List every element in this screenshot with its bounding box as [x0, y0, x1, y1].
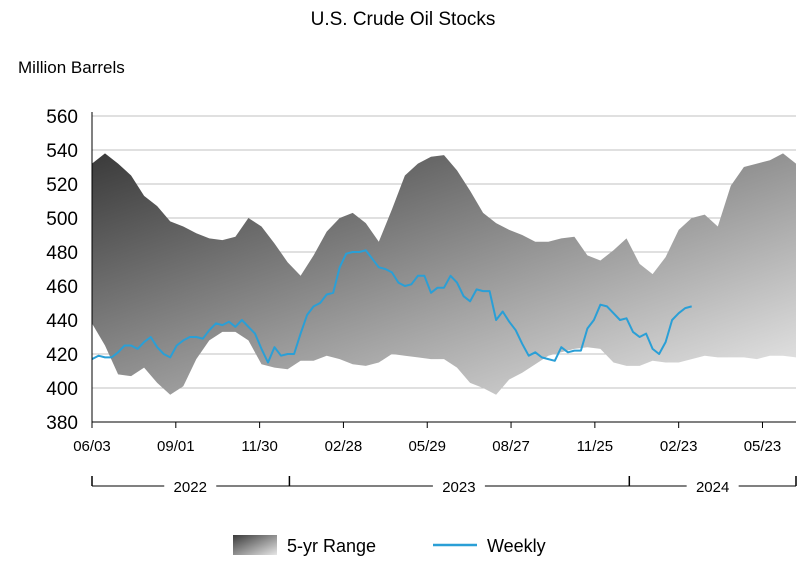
- x-tick-label-05-29: 05/29: [408, 438, 446, 455]
- year-label-2023: 2023: [442, 479, 475, 496]
- legend-range-label: 5-yr Range: [287, 536, 376, 556]
- year-label-bg-2023: [432, 476, 485, 496]
- y-tick-label-500: 500: [46, 209, 78, 230]
- y-axis-unit-label: Million Barrels: [18, 58, 125, 77]
- y-tick-label-520: 520: [46, 175, 78, 196]
- x-tick-label-11-30: 11/30: [241, 438, 277, 455]
- x-tick-label-06-03: 06/03: [73, 438, 111, 455]
- x-tick-label-02-23: 02/23: [660, 438, 698, 455]
- year-label-2022: 2022: [174, 479, 207, 496]
- legend-item-range: 5-yr Range: [233, 535, 376, 556]
- y-tick-label-440: 440: [46, 311, 78, 332]
- legend-item-weekly: Weekly: [433, 536, 546, 556]
- year-label-bg-2022: [164, 476, 217, 496]
- x-axis-ticks: 06/03 09/01 11/30 02/28 05/29 08/27 11/25 02/23…: [73, 422, 781, 455]
- y-tick-label-460: 460: [46, 277, 78, 298]
- legend: 5-yr Range Weekly: [233, 535, 546, 556]
- five-year-range-area: [92, 153, 796, 395]
- y-tick-label-400: 400: [46, 379, 78, 400]
- x-tick-label-08-27: 08/27: [492, 438, 530, 455]
- weekly-series-line: [91, 249, 692, 364]
- x-tick-label-02-28: 02/28: [325, 438, 363, 455]
- y-tick-label-420: 420: [46, 345, 78, 366]
- x-tick-label-05-23: 05/23: [744, 438, 782, 455]
- y-tick-label-380: 380: [46, 413, 78, 434]
- year-axis: 2022 2023 2024: [91, 476, 797, 496]
- x-tick-label-09-01: 09/01: [157, 438, 195, 455]
- y-tick-label-480: 480: [46, 243, 78, 264]
- year-label-2024: 2024: [696, 479, 729, 496]
- y-tick-label-560: 560: [46, 107, 78, 128]
- legend-weekly-label: Weekly: [487, 536, 546, 556]
- y-tick-label-540: 540: [46, 141, 78, 162]
- x-tick-label-11-25: 11/25: [577, 438, 613, 455]
- legend-range-swatch: [233, 535, 277, 555]
- weekly-series-layer: [91, 249, 692, 364]
- y-axis-ticks: 380 400 420 440 460 480 500 520 540 560: [46, 107, 78, 434]
- five-year-range-band: [92, 153, 796, 395]
- year-label-bg-2024: [686, 476, 739, 496]
- chart-title: U.S. Crude Oil Stocks: [311, 9, 496, 30]
